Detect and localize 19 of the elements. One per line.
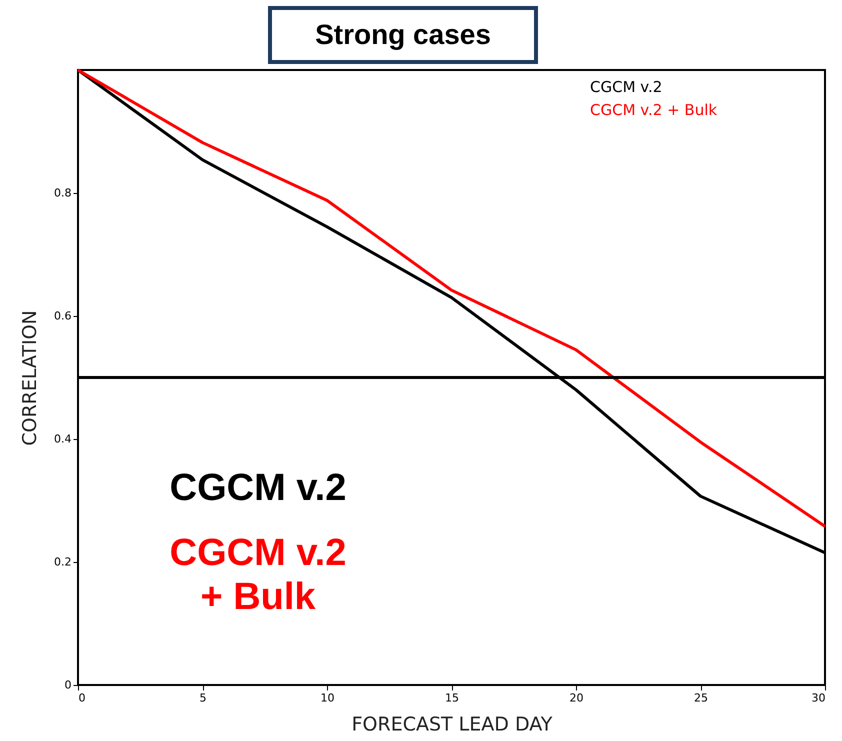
x-tick-label: 10 bbox=[320, 692, 334, 704]
chart-title: Strong cases bbox=[268, 6, 538, 64]
x-tick-label: 5 bbox=[200, 692, 206, 704]
y-tick-label: 0.2 bbox=[54, 556, 72, 568]
annotation: CGCM v.2 bbox=[170, 467, 346, 509]
text: CGCM v.2 + Bulk bbox=[590, 101, 718, 119]
x-tick-label: 30 bbox=[812, 692, 826, 704]
y-tick-label: 0 bbox=[64, 678, 72, 692]
annotation: CGCM v.2 + Bulk bbox=[170, 532, 346, 618]
x-axis-title: FORECAST LEAD DAY bbox=[352, 714, 553, 736]
text: CGCM v.2 bbox=[590, 78, 662, 96]
y-tick-label: 0.6 bbox=[54, 310, 72, 322]
y-tick-label: 0.8 bbox=[54, 186, 72, 200]
x-tick-label: 0 bbox=[78, 692, 86, 704]
y-tick-label: 0.4 bbox=[54, 432, 72, 446]
x-tick-label: 20 bbox=[570, 692, 584, 704]
y-axis-title: CORRELATION bbox=[19, 310, 42, 446]
x-tick-label: 15 bbox=[445, 692, 459, 704]
x-tick-label: 25 bbox=[694, 692, 708, 704]
